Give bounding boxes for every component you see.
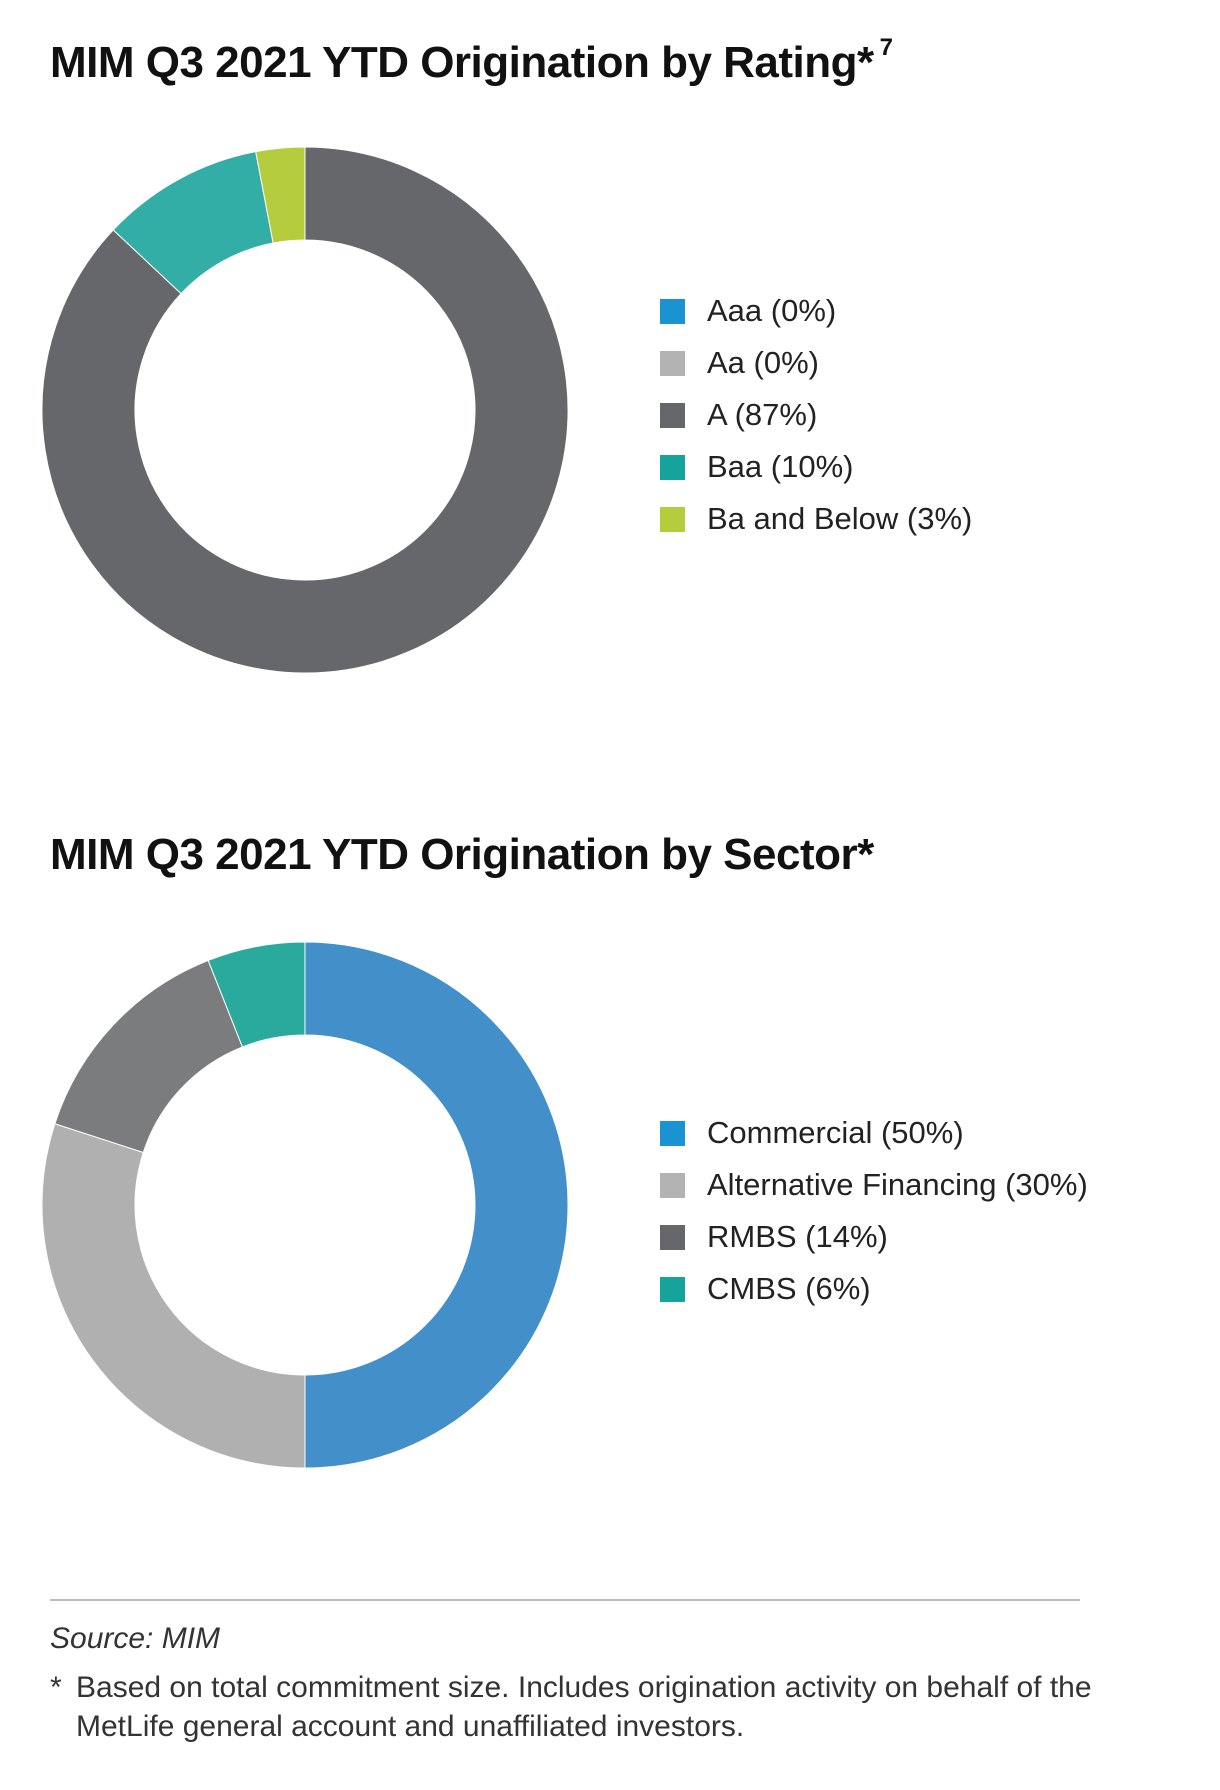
legend-label: Baa (10%) (707, 449, 854, 484)
footnote: * Based on total commitment size. Includ… (50, 1668, 1110, 1746)
donut-slice-rmbs (54, 959, 244, 1154)
legend-label: CMBS (6%) (707, 1271, 871, 1306)
legend-label: Alternative Financing (30%) (707, 1167, 1088, 1202)
legend-label: Aaa (0%) (707, 293, 837, 328)
legend-swatch (660, 1172, 685, 1198)
rating-chart: MIM Q3 2021 YTD Origination by Rating* 7 … (0, 0, 1220, 780)
footnote-mark: * (50, 1671, 62, 1704)
legend: Commercial (50%) Alternative Financing (3… (660, 1107, 1088, 1315)
legend-item-commercial: Commercial (50%) (660, 1107, 1088, 1159)
source-note: Source: MIM (50, 1622, 221, 1655)
legend-label: A (87%) (707, 397, 818, 432)
legend-item-a: A (87%) (660, 389, 972, 441)
legend-swatch (660, 1276, 685, 1302)
chart-title: MIM Q3 2021 YTD Origination by Rating* 7 (50, 34, 893, 87)
donut-slice-a (41, 146, 569, 674)
legend: Aaa (0%) Aa (0%) A (87%) Baa (10%) Ba and Be… (660, 285, 972, 545)
donut-slice-commercial (304, 941, 569, 1469)
chart-title: MIM Q3 2021 YTD Origination by Sector* (50, 830, 874, 879)
footnote-reference: 7 (879, 34, 893, 61)
legend-item-ba-and-below: Ba and Below (3%) (660, 493, 972, 545)
footnote-text: Based on total commitment size. Includes… (76, 1671, 1092, 1743)
legend-swatch (660, 1224, 685, 1250)
donut-slice-cmbs (207, 941, 306, 1048)
legend-label: Ba and Below (3%) (707, 501, 973, 536)
legend-swatch (660, 506, 685, 532)
legend-item-aaa: Aaa (0%) (660, 285, 972, 337)
legend-item-baa: Baa (10%) (660, 441, 972, 493)
legend-label: Aa (0%) (707, 345, 819, 380)
donut-chart (41, 941, 569, 1469)
legend-swatch (660, 454, 685, 480)
sector-chart: MIM Q3 2021 YTD Origination by Sector* C… (0, 800, 1220, 1580)
legend-swatch (660, 402, 685, 428)
legend-item-rmbs: RMBS (14%) (660, 1211, 1088, 1263)
legend-item-aa: Aa (0%) (660, 337, 972, 389)
divider (50, 1599, 1080, 1601)
legend-item-cmbs: CMBS (6%) (660, 1263, 1088, 1315)
donut-slice-alternative-financing (41, 1123, 306, 1469)
donut-chart (41, 146, 569, 674)
legend-swatch (660, 350, 685, 376)
legend-label: Commercial (50%) (707, 1115, 964, 1150)
legend-label: RMBS (14%) (707, 1219, 888, 1254)
legend-item-alternative-financing: Alternative Financing (30%) (660, 1159, 1088, 1211)
legend-swatch (660, 298, 685, 324)
legend-swatch (660, 1120, 685, 1146)
donut-slice-ba-and-below (255, 146, 306, 244)
